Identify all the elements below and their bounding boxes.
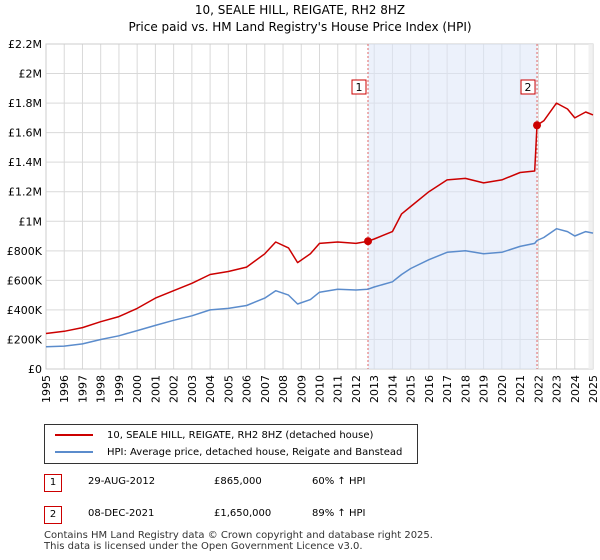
x-tick-label: 2024 <box>569 375 582 403</box>
x-tick-label: 2021 <box>514 375 527 403</box>
y-tick-label: £600K <box>7 274 43 287</box>
x-tick-label: 2017 <box>441 375 454 403</box>
x-tick-label: 2005 <box>222 375 235 403</box>
x-tick-label: 2001 <box>149 375 162 403</box>
y-tick-label: £1M <box>19 215 43 228</box>
x-tick-label: 2020 <box>496 375 509 403</box>
x-tick-label: 1999 <box>113 375 126 403</box>
y-tick-label: £800K <box>7 245 43 258</box>
sale-date: 29-AUG-2012 <box>88 476 156 487</box>
projection-band <box>588 44 593 369</box>
x-tick-label: 2023 <box>551 375 564 403</box>
sale-marker-badge: 2 <box>44 506 62 524</box>
legend: 10, SEALE HILL, REIGATE, RH2 8HZ (detach… <box>44 424 418 464</box>
sale-point <box>364 237 373 246</box>
series-line <box>45 102 594 335</box>
x-tick-label: 2019 <box>478 375 491 403</box>
sale-marker-box <box>351 79 367 95</box>
footer-copyright: Contains HM Land Registry data © Crown c… <box>44 530 433 541</box>
sale-marker-box <box>520 79 536 95</box>
sale-row: 2 08-DEC-2021 £1,650,000 89% ↑ HPI <box>44 506 584 526</box>
sale-marker-badge: 1 <box>44 474 62 492</box>
x-tick-label: 1997 <box>76 375 89 403</box>
y-tick-label: £200K <box>7 333 43 346</box>
x-tick-label: 2006 <box>241 375 254 403</box>
x-tick-label: 1998 <box>95 375 108 403</box>
x-tick-label: 1996 <box>58 375 71 403</box>
x-tick-label: 2012 <box>350 375 363 403</box>
x-tick-label: 2000 <box>131 375 144 403</box>
x-tick-label: 2002 <box>168 375 181 403</box>
footer: Contains HM Land Registry data © Crown c… <box>44 530 433 552</box>
x-tick-label: 2003 <box>186 375 199 403</box>
y-tick-label: £0 <box>28 363 42 376</box>
legend-label-hpi: HPI: Average price, detached house, Reig… <box>107 447 403 458</box>
x-tick-label: 2018 <box>459 375 472 403</box>
y-tick-label: £400K <box>7 304 43 317</box>
sale-hpi-change: 89% ↑ HPI <box>312 508 366 519</box>
x-tick-label: 2013 <box>368 375 381 403</box>
x-tick-label: 2016 <box>423 375 436 403</box>
sale-marker-label: 1 <box>356 81 363 94</box>
x-tick-label: 2022 <box>532 375 545 403</box>
chart-title: 10, SEALE HILL, REIGATE, RH2 8HZ <box>195 3 405 17</box>
legend-item-price-paid: 10, SEALE HILL, REIGATE, RH2 8HZ (detach… <box>55 428 373 444</box>
sale-price: £865,000 <box>214 476 262 487</box>
sale-price: £1,650,000 <box>214 508 272 519</box>
x-tick-label: 2014 <box>386 375 399 403</box>
y-tick-label: £2.2M <box>8 38 42 51</box>
x-tick-label: 2010 <box>314 375 327 403</box>
y-tick-label: £1.6M <box>8 127 42 140</box>
y-tick-label: £1.4M <box>8 156 42 169</box>
price-chart: 10, SEALE HILL, REIGATE, RH2 8HZ Price p… <box>7 3 600 403</box>
y-tick-label: £1.2M <box>8 186 42 199</box>
x-tick-label: 2025 <box>587 375 600 403</box>
legend-swatch-price-paid <box>55 434 93 436</box>
chart-subtitle: Price paid vs. HM Land Registry's House … <box>128 20 471 34</box>
footer-licence: This data is licensed under the Open Gov… <box>44 541 363 552</box>
x-tick-label: 2004 <box>204 375 217 403</box>
sale-marker-label: 2 <box>525 81 532 94</box>
sale-row: 1 29-AUG-2012 £865,000 60% ↑ HPI <box>44 474 584 494</box>
y-tick-label: £2M <box>19 68 43 81</box>
legend-label-price-paid: 10, SEALE HILL, REIGATE, RH2 8HZ (detach… <box>107 430 374 441</box>
x-tick-label: 2011 <box>332 375 345 403</box>
y-tick-label: £1.8M <box>8 97 42 110</box>
legend-swatch-hpi <box>55 451 93 453</box>
ownership-period-shading <box>368 44 538 369</box>
x-tick-label: 2007 <box>259 375 272 403</box>
legend-item-hpi: HPI: Average price, detached house, Reig… <box>55 445 402 461</box>
series-line <box>45 227 594 348</box>
x-tick-label: 1995 <box>40 375 53 403</box>
sale-hpi-change: 60% ↑ HPI <box>312 476 366 487</box>
x-tick-label: 2009 <box>295 375 308 403</box>
x-tick-label: 2015 <box>405 375 418 403</box>
sale-date: 08-DEC-2021 <box>88 508 155 519</box>
x-tick-label: 2008 <box>277 375 290 403</box>
sale-point <box>533 121 542 130</box>
